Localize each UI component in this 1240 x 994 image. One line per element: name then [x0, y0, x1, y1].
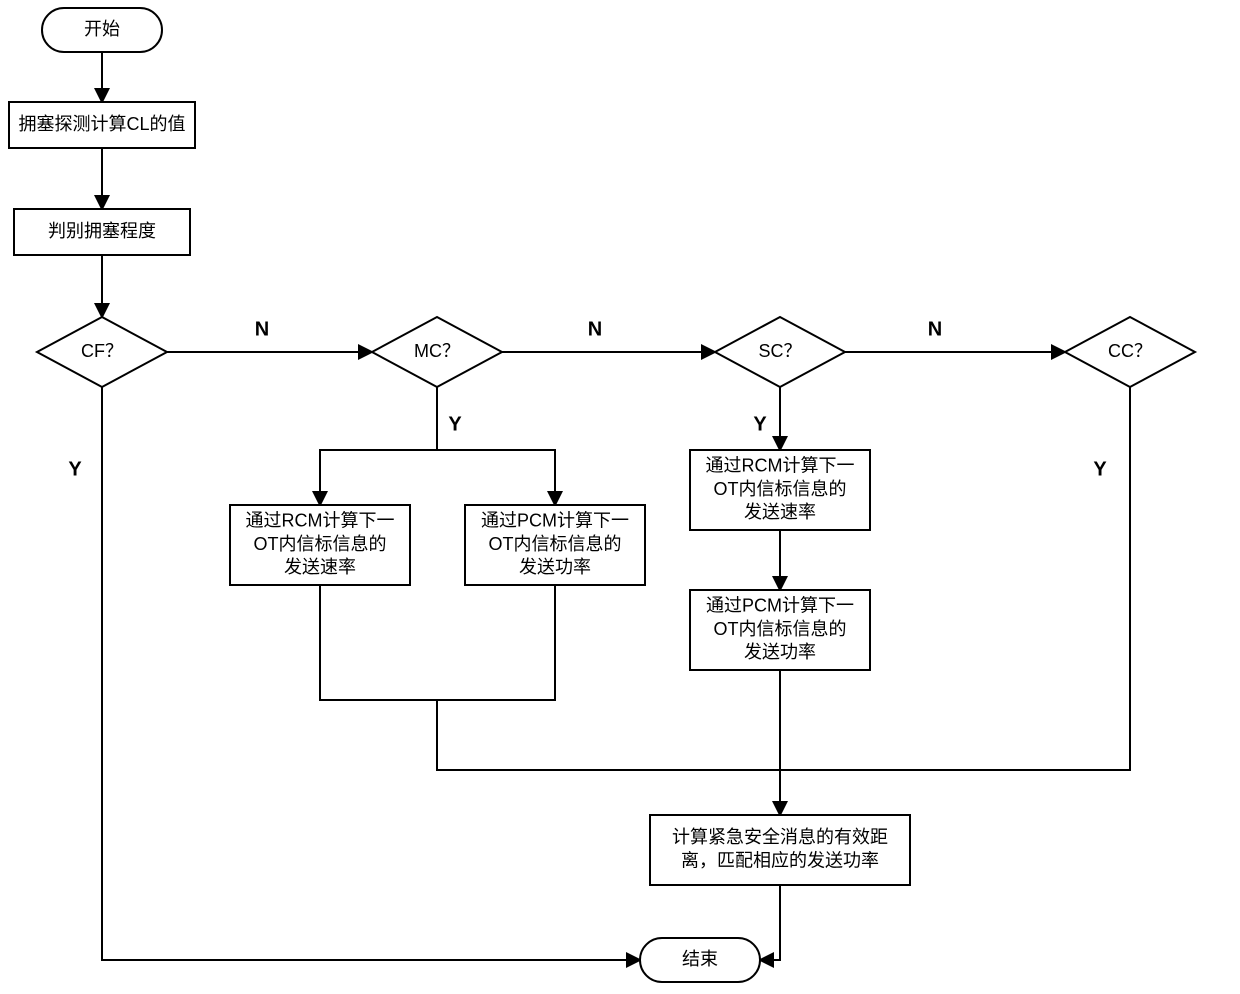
node-p_mc_pcm: 通过PCM计算下一 OT内信标信息的发送功率 [465, 505, 645, 585]
node-label: 通过PCM计算下一 [706, 595, 854, 615]
node-p_sc_rcm: 通过RCM计算下一 OT内信标信息的发送速率 [690, 450, 870, 530]
node-label: 通过PCM计算下一 [481, 510, 629, 530]
node-d_mc: MC？ [372, 317, 502, 387]
edge-label: Y [753, 413, 767, 435]
node-d_cf: CF？ [37, 317, 167, 387]
node-label: 发送速率 [284, 557, 356, 577]
node-label: 判别拥塞程度 [48, 221, 156, 241]
node-label: 开始 [84, 19, 120, 39]
edge [320, 585, 437, 700]
node-label: 通过RCM计算下一 [706, 455, 855, 475]
edge [760, 885, 780, 960]
node-label: CC？ [1108, 341, 1152, 361]
node-label: 发送功率 [744, 642, 816, 662]
node-label: 发送功率 [519, 557, 591, 577]
edge-label: Y [448, 413, 462, 435]
node-label: OT内信标信息的 [489, 534, 622, 554]
node-label: 通过RCM计算下一 [246, 510, 395, 530]
node-label: OT内信标信息的 [714, 619, 847, 639]
node-n_cl: 拥塞探测计算CL的值 [9, 102, 195, 148]
edge [437, 450, 555, 505]
node-label: OT内信标信息的 [254, 534, 387, 554]
node-d_cc: CC？ [1065, 317, 1195, 387]
node-label: 发送速率 [744, 502, 816, 522]
node-label: CF？ [81, 341, 123, 361]
edge-label: N [928, 318, 942, 340]
edge [320, 387, 437, 505]
node-p_calc: 计算紧急安全消息的有效距离，匹配相应的发送功率 [650, 815, 910, 885]
node-label: SC？ [758, 341, 801, 361]
node-label: 计算紧急安全消息的有效距 [672, 827, 888, 847]
edge-label: Y [1093, 458, 1107, 480]
edge-label: N [255, 318, 269, 340]
node-p_mc_rcm: 通过RCM计算下一 OT内信标信息的发送速率 [230, 505, 410, 585]
node-label: 拥塞探测计算CL的值 [18, 114, 185, 134]
node-label: OT内信标信息的 [714, 479, 847, 499]
node-d_sc: SC？ [715, 317, 845, 387]
edge-label: N [588, 318, 602, 340]
edge [437, 585, 555, 700]
node-label: 离，匹配相应的发送功率 [681, 850, 879, 870]
node-end: 结束 [640, 938, 760, 982]
edge [780, 387, 1130, 770]
node-label: MC？ [414, 341, 460, 361]
node-label: 结束 [682, 949, 718, 969]
edge [102, 387, 640, 960]
edge [437, 700, 780, 770]
node-start: 开始 [42, 8, 162, 52]
edge-label: Y [68, 458, 82, 480]
node-p_sc_pcm: 通过PCM计算下一 OT内信标信息的发送功率 [690, 590, 870, 670]
node-n_judge: 判别拥塞程度 [14, 209, 190, 255]
